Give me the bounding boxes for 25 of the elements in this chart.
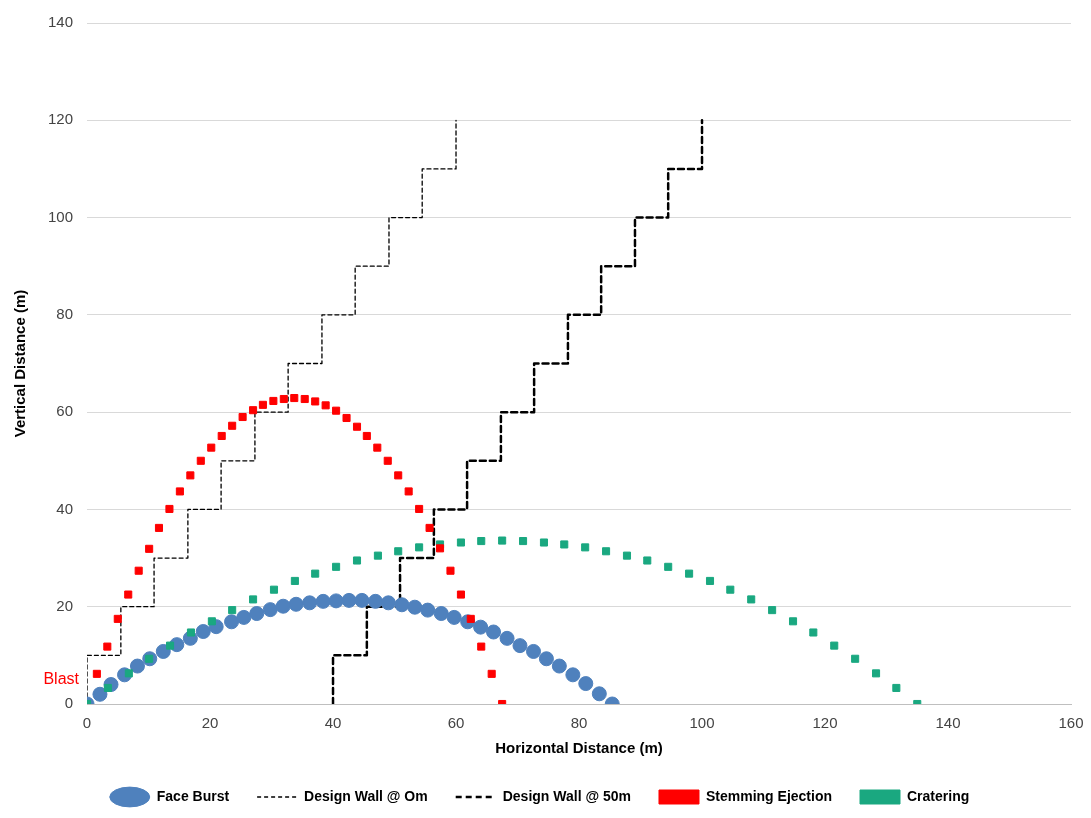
y-tick-label: 20 — [56, 596, 74, 614]
legend-label: Face Burst — [156, 787, 230, 804]
x-tick-label: 40 — [324, 714, 342, 732]
y-axis-title: Vertical Distance (m) — [11, 289, 29, 438]
annotation: Blast — [43, 670, 80, 688]
y-tick-label: 80 — [56, 305, 74, 322]
x-tick-label: 80 — [570, 714, 588, 732]
x-tick-label: 0 — [82, 714, 92, 732]
legend-label: Stemming Ejection — [705, 787, 833, 804]
y-tick-label: 0 — [64, 694, 74, 712]
y-tick-label: 100 — [48, 207, 74, 225]
legend-label: Design Wall @ Om — [304, 787, 428, 804]
y-tick-label: 60 — [56, 402, 74, 420]
y-tick-label: 40 — [56, 499, 74, 517]
x-tick-label: 20 — [201, 714, 219, 732]
y-tick-label: 140 — [48, 13, 74, 31]
y-tick-label: 120 — [48, 110, 74, 128]
legend-label: Cratering — [907, 787, 970, 804]
x-axis-title: Horizontal Distance (m) — [495, 739, 663, 757]
x-tick-label: 160 — [1058, 714, 1084, 732]
x-tick-label: 120 — [812, 714, 838, 732]
legend-label: Design Wall @ 50m — [502, 787, 631, 804]
x-tick-label: 100 — [689, 714, 715, 732]
x-tick-label: 60 — [447, 714, 465, 732]
x-tick-label: 140 — [935, 714, 961, 732]
